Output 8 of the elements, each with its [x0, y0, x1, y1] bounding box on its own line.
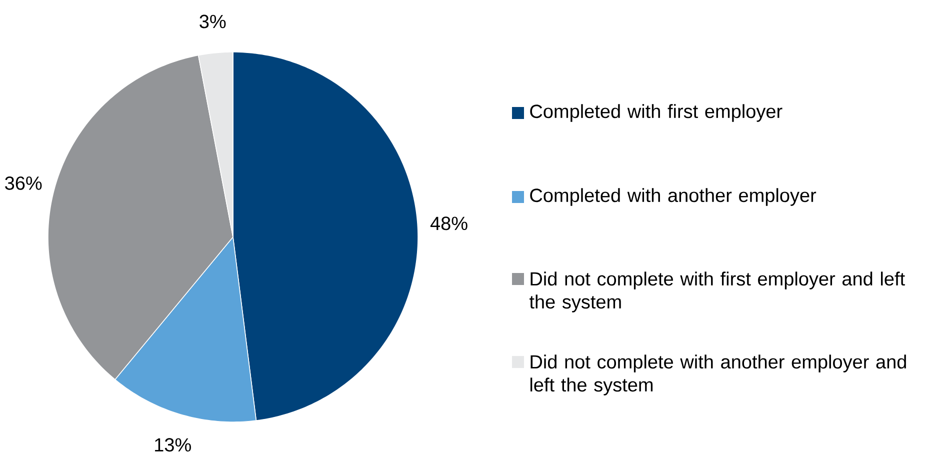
data-label: 3%	[200, 14, 226, 28]
data-label: 48%	[430, 216, 468, 230]
data-label: 13%	[155, 438, 191, 452]
legend-label: Completed with first employer	[530, 104, 782, 122]
data-label: 36%	[5, 176, 42, 190]
legend-label: Did not complete with first employer and left the system	[529, 272, 905, 312]
legend-label: Did not complete with another employer and left the system	[530, 354, 906, 396]
legend-label: Completed with another employer	[530, 188, 816, 206]
